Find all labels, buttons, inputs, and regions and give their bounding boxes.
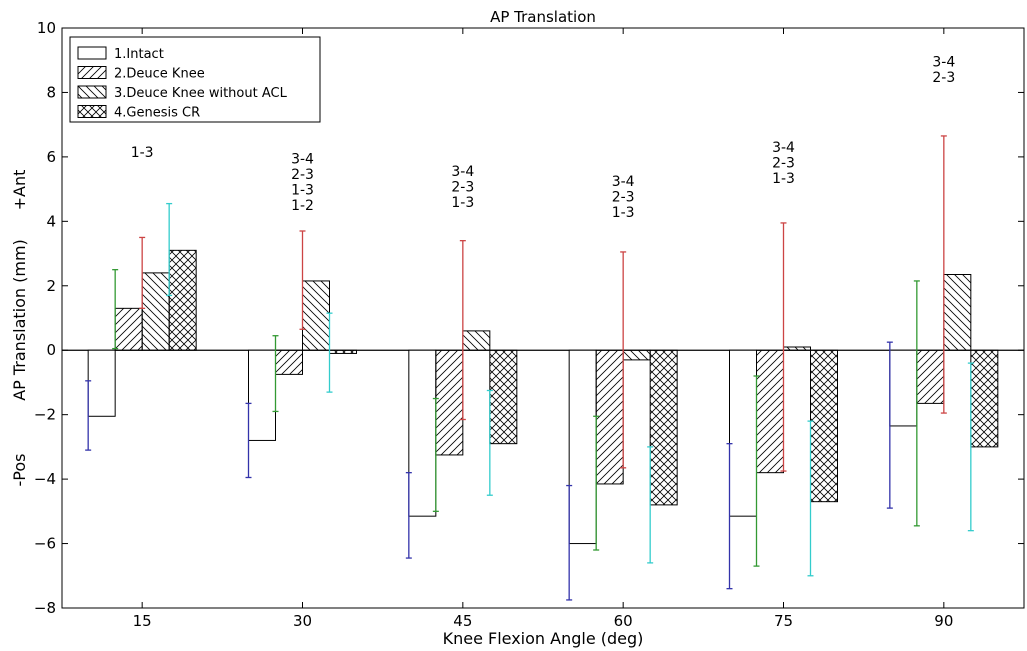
x-tick-label: 75 — [774, 612, 793, 630]
bar-none — [729, 349, 757, 517]
y-tick-label: 8 — [46, 83, 56, 101]
significance-label: 1-2 — [291, 198, 314, 214]
y-tick-label: 0 — [46, 341, 56, 359]
legend-label: 4.Genesis CR — [114, 106, 200, 121]
significance-label: 1-3 — [451, 195, 474, 211]
y-tick-label: −4 — [34, 470, 56, 488]
bar-diagonal-up — [916, 349, 945, 404]
x-axis-label: Knee Flexion Angle (deg) — [443, 629, 644, 648]
bar-diagonal-down — [943, 274, 972, 351]
y-tick-label: 2 — [46, 277, 56, 295]
legend-swatch — [77, 46, 107, 60]
bar-cross — [649, 349, 678, 506]
y-tick-label: 6 — [46, 148, 56, 166]
legend-box — [69, 36, 321, 123]
bar-diagonal-down — [141, 272, 170, 351]
significance-label: 1-3 — [291, 182, 314, 198]
significance-label: 1-3 — [131, 145, 154, 161]
significance-label: 2-3 — [291, 167, 314, 183]
legend-swatch — [77, 85, 107, 99]
legend-label: 1.Intact — [114, 47, 164, 62]
bar-diagonal-up — [114, 307, 143, 351]
bar-diagonal-up — [595, 349, 624, 485]
significance-label: 2-3 — [451, 180, 474, 196]
bar-diagonal-up — [275, 349, 303, 375]
bar-diagonal-up — [435, 349, 464, 456]
bar-none — [408, 349, 437, 517]
y-axis-label: AP Translation (mm) — [10, 239, 29, 401]
legend-label: 3.Deuce Knee without ACL — [114, 86, 288, 101]
y-axis-label-negative: -Pos — [10, 454, 29, 487]
bar-none — [568, 349, 597, 545]
significance-label: 1-3 — [772, 171, 795, 187]
bar-none — [889, 349, 918, 427]
significance-label: 3-4 — [772, 140, 795, 156]
legend-label: 2.Deuce Knee — [114, 67, 205, 82]
bar-diagonal-down — [622, 349, 651, 361]
bar-cross — [970, 349, 999, 448]
x-tick-label: 15 — [133, 612, 152, 630]
legend-swatch — [77, 66, 107, 79]
bar-none — [248, 349, 276, 441]
x-tick-label: 45 — [453, 612, 472, 630]
bar-diagonal-down — [783, 346, 811, 351]
y-tick-label: −2 — [34, 406, 56, 424]
chart-title: AP Translation — [490, 8, 596, 26]
bar-diagonal-up — [756, 349, 784, 474]
bar-diagonal-down — [462, 330, 491, 351]
bar-cross — [168, 249, 197, 351]
significance-label: 2-3 — [932, 70, 955, 86]
bar-cross — [810, 349, 838, 503]
significance-label: 1-3 — [612, 205, 635, 221]
bar-diagonal-down — [302, 280, 330, 351]
x-tick-label: 60 — [614, 612, 633, 630]
legend: 1.Intact 2.Deuce Knee 3.Deuce Knee without… — [69, 36, 321, 123]
significance-label: 3-4 — [451, 164, 474, 180]
significance-label: 2-3 — [772, 156, 795, 172]
x-tick-label: 90 — [934, 612, 953, 630]
bar-cross — [329, 349, 357, 354]
y-tick-label: −6 — [34, 535, 56, 553]
x-tick-label: 30 — [293, 612, 312, 630]
bar-cross — [489, 349, 518, 445]
y-tick-label: 10 — [37, 19, 56, 37]
plot-frame — [61, 27, 1025, 609]
significance-label: 3-4 — [612, 174, 635, 190]
y-tick-label: −8 — [34, 599, 56, 617]
y-axis-label-positive: +Ant — [10, 170, 29, 211]
y-tick-label: 4 — [46, 212, 56, 230]
significance-label: 3-4 — [291, 151, 314, 167]
legend-swatch — [77, 105, 107, 118]
significance-label: 3-4 — [932, 55, 955, 71]
significance-label: 2-3 — [612, 189, 635, 205]
bar-none — [87, 349, 116, 417]
